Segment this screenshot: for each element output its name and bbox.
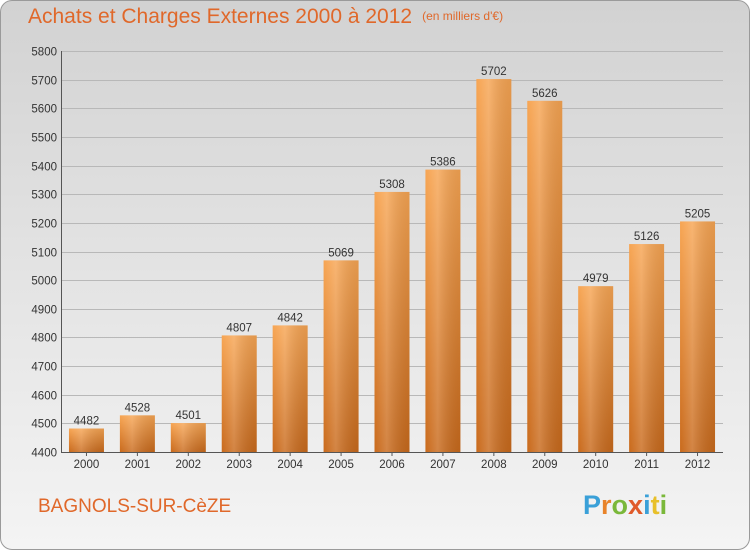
x-tick-label: 2010 (583, 459, 609, 471)
y-tick-label: 5300 (31, 190, 57, 202)
bar-shine (425, 169, 461, 452)
y-tick-label: 5600 (31, 104, 57, 116)
data-label: 5205 (685, 208, 711, 220)
bar-shine (527, 100, 563, 453)
chart-title-text: Achats et Charges Externes 2000 à 2012 (28, 5, 413, 28)
data-label: 4842 (277, 312, 303, 324)
y-tick-label: 4600 (31, 391, 57, 403)
y-tick-label: 4700 (31, 362, 57, 374)
bar-shine (629, 244, 665, 452)
x-tick-label: 2008 (481, 459, 507, 471)
y-tick-label: 5500 (31, 133, 57, 145)
logo-letter: i (643, 490, 651, 520)
bars (68, 79, 716, 453)
x-tick-label: 2007 (430, 459, 456, 471)
data-labels: 4482 4528 4501 4807 4842 5069 5308 5386 5702 5626… (74, 66, 711, 427)
x-tick-label: 2005 (328, 459, 354, 471)
data-label: 5626 (532, 88, 558, 100)
logo-letter: o (611, 490, 629, 520)
bar-shine (374, 191, 410, 452)
x-tick-label: 2011 (634, 459, 659, 471)
axes: 4400 4500 4600 4700 4800 4900 5000 5100 5200 5300… (31, 47, 723, 471)
x-tick-label: 2004 (277, 459, 303, 471)
x-tick-label: 2009 (532, 459, 558, 471)
logo-letter: i (659, 490, 668, 520)
y-tick-label: 5800 (31, 47, 57, 59)
y-tick-label: 4800 (31, 333, 57, 345)
data-label: 5126 (634, 231, 660, 243)
logo-letter: P (583, 490, 602, 520)
data-label: 4528 (125, 402, 151, 414)
y-tick-label: 5200 (31, 219, 57, 231)
data-label: 4501 (176, 410, 202, 422)
chart-title: Achats et Charges Externes 2000 à 2012 (e… (28, 5, 503, 29)
x-tick-label: 2002 (176, 459, 202, 471)
data-label: 5702 (481, 66, 507, 78)
y-tick-label: 5700 (31, 76, 57, 88)
y-tick-label: 5000 (31, 276, 57, 288)
y-tick-label: 4400 (31, 448, 57, 460)
logo-letter: r (601, 490, 612, 520)
y-tick-label: 4900 (31, 305, 57, 317)
y-tick-label: 5400 (31, 162, 57, 174)
x-tick-label: 2003 (226, 459, 252, 471)
x-tick-label: 2006 (379, 459, 405, 471)
data-label: 5386 (430, 157, 456, 169)
y-tick-label: 5100 (31, 248, 57, 260)
town-name: BAGNOLS-SUR-CèZE (38, 496, 232, 517)
data-label: 4979 (583, 273, 609, 285)
bar-shine (119, 415, 155, 452)
data-label: 5069 (328, 247, 354, 259)
logo-letter: x (628, 490, 644, 520)
x-tick-label: 2001 (125, 459, 151, 471)
bar-shine (680, 221, 716, 452)
x-tick-label: 2000 (74, 459, 100, 471)
y-tick-label: 4500 (31, 419, 57, 431)
chart-unit: (en milliers d'€) (422, 9, 504, 23)
proxiti-logo: Proxiti (583, 490, 667, 521)
bar-shine (170, 423, 206, 452)
logo-letter: t (650, 490, 660, 520)
bar-shine (578, 286, 614, 452)
bar-shine (476, 79, 512, 452)
x-tick-label: 2012 (685, 459, 711, 471)
bar-shine (272, 325, 308, 452)
data-label: 4807 (226, 322, 252, 334)
bar-shine (221, 335, 257, 452)
data-label: 4482 (74, 416, 100, 428)
data-label: 5308 (379, 179, 405, 191)
bar-shine (68, 428, 104, 452)
bar-shine (323, 260, 359, 452)
